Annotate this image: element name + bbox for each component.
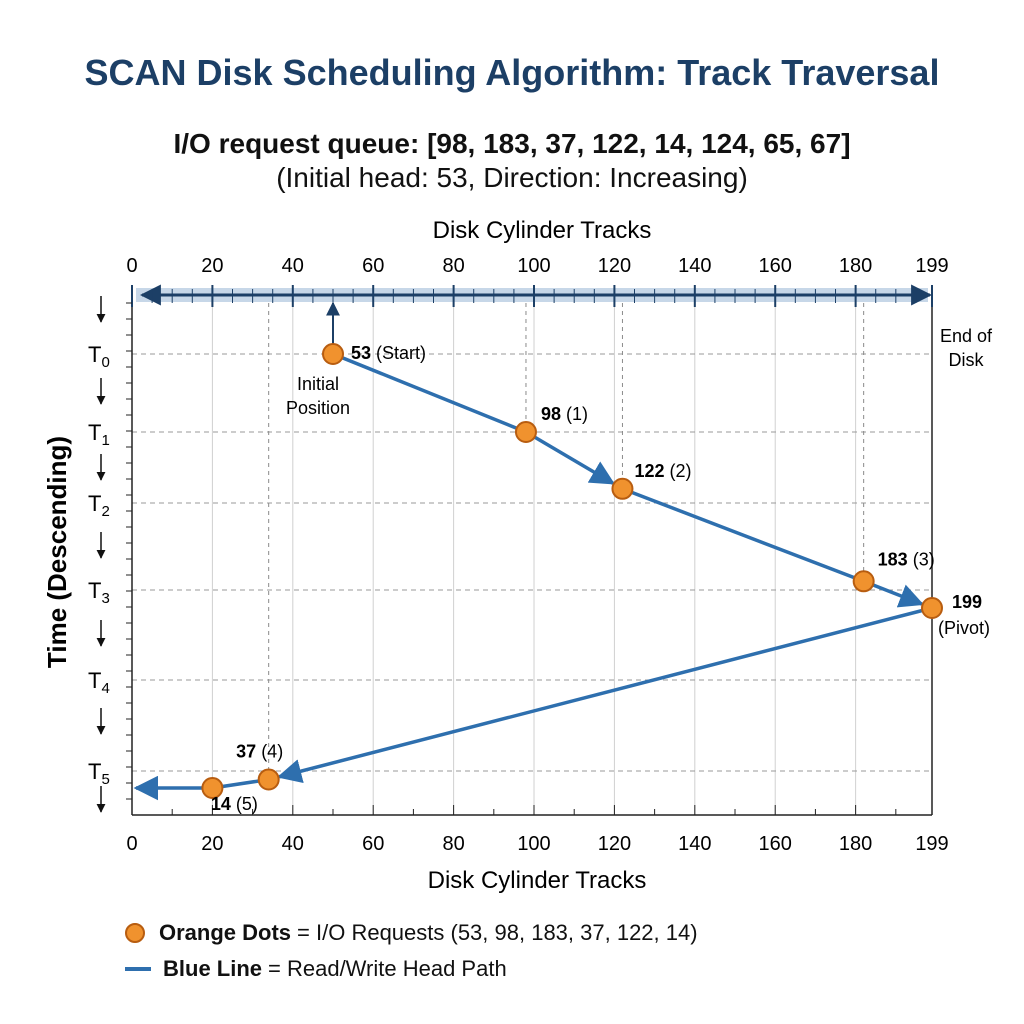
- request-point: [514, 421, 537, 443]
- x-axis-title-bottom: Disk Cylinder Tracks: [428, 867, 647, 894]
- legend-line: Blue Line = Read/Write Head Path: [125, 956, 507, 982]
- x-tick-label-bottom: 199: [915, 833, 948, 855]
- initial-position-label: Initial: [297, 374, 339, 394]
- legend: Orange Dots = I/O Requests (53, 98, 183,…: [0, 0, 1024, 981]
- legend-dot-marker: [125, 923, 145, 943]
- legend-line-text: = Read/Write Head Path: [268, 956, 507, 981]
- x-tick-label-top: 120: [598, 255, 631, 277]
- request-point: [611, 477, 634, 500]
- legend-dots-text: = I/O Requests (53, 98, 183, 37, 122, 14…: [297, 920, 698, 945]
- legend-line-title: Blue Line: [163, 956, 263, 981]
- x-tick-label-bottom: 180: [839, 833, 872, 855]
- legend-dots-title: Orange Dots: [159, 920, 292, 945]
- point-label: 183 (3): [878, 549, 935, 569]
- x-tick-label-bottom: 100: [517, 833, 550, 855]
- head-path-segment: [621, 487, 865, 583]
- x-tick-label-top: 160: [759, 255, 792, 277]
- head-path-segment: [525, 430, 616, 485]
- time-label: T2: [88, 491, 110, 520]
- head-path-segment: [276, 606, 933, 784]
- x-tick-label-top: 20: [201, 255, 223, 277]
- time-label: T5: [88, 759, 110, 788]
- request-point: [852, 570, 875, 593]
- x-tick-label-top: 60: [362, 255, 384, 277]
- request-point: [322, 343, 345, 365]
- x-tick-label-bottom: 160: [759, 833, 792, 855]
- x-tick-label-top: 199: [915, 255, 948, 277]
- time-label: T3: [88, 578, 110, 607]
- x-tick-label-bottom: 80: [442, 833, 464, 855]
- request-queue-subtitle: I/O request queue: [98, 183, 37, 122, 14…: [173, 128, 851, 159]
- initial-position-label: Position: [286, 398, 350, 418]
- x-tick-label-top: 40: [282, 255, 304, 277]
- y-axis-title: Time (Descending): [42, 436, 72, 668]
- request-point: [257, 768, 280, 791]
- legend-line-marker: [125, 967, 151, 971]
- x-tick-label-bottom: 0: [126, 833, 137, 855]
- point-label: 53 (Start): [351, 343, 426, 363]
- x-tick-label-bottom: 40: [282, 833, 304, 855]
- time-label: T4: [88, 668, 110, 697]
- point-label: 37 (4): [236, 742, 283, 762]
- x-tick-label-top: 80: [442, 255, 464, 277]
- point-label: 122 (2): [634, 461, 691, 481]
- point-label: 98 (1): [541, 404, 588, 424]
- end-of-disk-label: End of: [940, 326, 993, 346]
- initial-params-subtitle: (Initial head: 53, Direction: Increasing…: [276, 162, 748, 193]
- x-axis-title-top: Disk Cylinder Tracks: [433, 217, 652, 244]
- request-point: [921, 597, 943, 619]
- time-label: T1: [88, 420, 110, 449]
- point-note: (Pivot): [938, 618, 990, 638]
- x-tick-label-bottom: 120: [598, 833, 631, 855]
- x-tick-label-top: 140: [678, 255, 711, 277]
- head-path-segment: [332, 352, 527, 434]
- time-label: T0: [88, 342, 110, 371]
- point-label: 199: [952, 592, 982, 612]
- request-point: [201, 777, 224, 799]
- x-tick-label-top: 180: [839, 255, 872, 277]
- x-tick-label-bottom: 60: [362, 833, 384, 855]
- point-label: 14 (5): [211, 794, 258, 814]
- chart-title: SCAN Disk Scheduling Algorithm: Track Tr…: [84, 52, 940, 93]
- legend-dots: Orange Dots = I/O Requests (53, 98, 183,…: [125, 920, 698, 946]
- x-tick-label-bottom: 20: [201, 833, 223, 855]
- x-tick-label-top: 100: [517, 255, 550, 277]
- end-of-disk-label: Disk: [949, 350, 985, 370]
- x-tick-label-bottom: 140: [678, 833, 711, 855]
- x-tick-label-top: 0: [126, 255, 137, 277]
